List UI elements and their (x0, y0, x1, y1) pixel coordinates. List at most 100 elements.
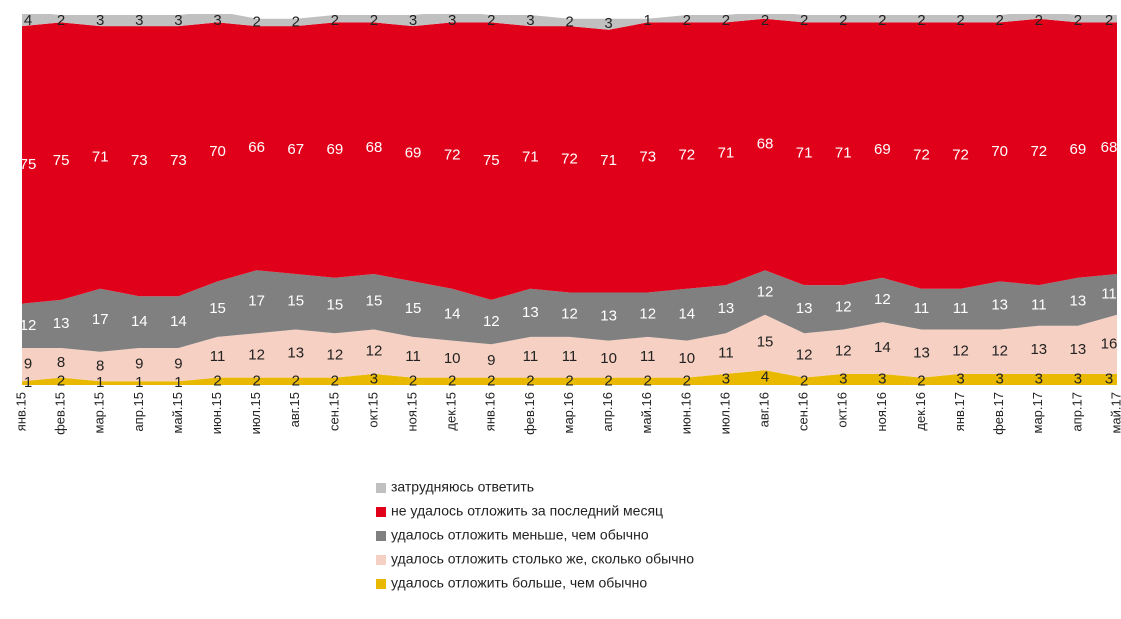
data-label: 13 (287, 345, 304, 362)
legend-swatch (376, 555, 386, 565)
x-tick-label: сен.16 (796, 392, 811, 431)
data-label: 71 (835, 145, 852, 162)
data-label: 3 (722, 370, 730, 387)
data-label: 2 (800, 372, 808, 389)
data-label: 12 (874, 291, 891, 308)
data-label: 10 (678, 350, 695, 367)
data-label: 1 (174, 374, 182, 391)
data-label: 2 (57, 12, 65, 29)
data-label: 2 (448, 372, 456, 389)
data-label: 11 (1031, 296, 1047, 313)
data-label: 15 (287, 293, 304, 310)
data-label: 71 (796, 145, 813, 162)
data-label: 11 (718, 345, 734, 362)
area (22, 18, 1117, 304)
x-tick-label: ноя.15 (405, 392, 420, 432)
data-label: 11 (523, 348, 539, 365)
data-label: 2 (292, 13, 300, 30)
data-label: 3 (604, 15, 612, 32)
data-label: 71 (600, 152, 617, 169)
x-tick-label: сен.15 (326, 392, 341, 431)
data-label: 12 (561, 306, 578, 323)
data-label: 67 (287, 141, 304, 158)
data-label: 14 (444, 306, 461, 323)
data-label: 2 (917, 372, 925, 389)
data-label: 17 (92, 311, 109, 328)
data-label: 2 (331, 372, 339, 389)
data-label: 66 (248, 139, 265, 156)
data-label: 3 (135, 12, 143, 29)
legend-swatch (376, 483, 386, 493)
data-label: 12 (639, 306, 656, 323)
area (22, 14, 1117, 30)
data-label: 12 (796, 346, 813, 363)
data-label: 1 (96, 374, 104, 391)
data-label: 11 (953, 300, 969, 317)
data-label: 16 (1101, 335, 1118, 352)
data-label: 71 (522, 148, 539, 165)
x-tick-label: май.17 (1108, 392, 1121, 434)
data-label: 11 (640, 348, 656, 365)
data-label: 13 (991, 296, 1008, 313)
data-label: 69 (327, 141, 344, 158)
data-label: 2 (800, 12, 808, 29)
data-label: 70 (209, 143, 226, 160)
x-tick-label: июн.16 (678, 392, 693, 434)
x-tick-label: июл.15 (248, 392, 263, 434)
data-label: 2 (565, 372, 573, 389)
legend-label: не удалось отложить за последний месяц (391, 503, 663, 519)
x-tick-label: авг.15 (287, 392, 302, 427)
data-label: 73 (131, 152, 148, 169)
data-label: 12 (757, 283, 774, 300)
data-label: 14 (131, 313, 148, 330)
data-label: 2 (213, 372, 221, 389)
data-label: 2 (292, 372, 300, 389)
x-tick-label: май.15 (170, 392, 185, 434)
data-label: 69 (1070, 141, 1087, 158)
data-label: 15 (757, 333, 774, 350)
data-label: 9 (487, 352, 495, 369)
data-label: 2 (996, 12, 1004, 29)
data-label: 2 (917, 12, 925, 29)
data-label: 17 (248, 293, 265, 310)
data-label: 3 (370, 370, 378, 387)
data-label: 2 (526, 372, 534, 389)
data-label: 9 (24, 356, 32, 373)
data-label: 69 (405, 145, 422, 162)
data-label: 72 (678, 147, 695, 164)
data-label: 2 (604, 372, 612, 389)
data-label: 72 (561, 150, 578, 167)
data-label: 3 (1035, 370, 1043, 387)
data-label: 71 (92, 148, 109, 165)
data-label: 3 (96, 12, 104, 29)
x-tick-label: окт.16 (835, 392, 850, 428)
x-tick-label: авг.16 (756, 392, 771, 427)
data-label: 12 (366, 343, 383, 360)
data-label: 3 (174, 12, 182, 29)
data-label: 2 (252, 372, 260, 389)
data-label: 3 (1105, 370, 1113, 387)
data-label: 68 (366, 139, 383, 156)
legend-label: удалось отложить меньше, чем обычно (391, 527, 649, 543)
plot-area (22, 14, 1117, 385)
data-label: 2 (409, 372, 417, 389)
x-tick-label: июн.15 (209, 392, 224, 434)
data-label: 13 (53, 315, 70, 332)
x-tick-label: фев.17 (991, 392, 1006, 435)
data-label: 2 (956, 12, 964, 29)
data-label: 14 (874, 339, 891, 356)
x-tick-label: апр.15 (131, 392, 146, 432)
data-label: 15 (209, 300, 226, 317)
data-label: 2 (839, 12, 847, 29)
data-label: 4 (24, 12, 32, 29)
data-label: 2 (370, 12, 378, 29)
data-label: 3 (839, 370, 847, 387)
data-label: 13 (600, 308, 617, 325)
data-label: 73 (170, 152, 187, 169)
data-label: 72 (952, 147, 969, 164)
data-label: 2 (1074, 12, 1082, 29)
data-label: 2 (644, 372, 652, 389)
data-label: 72 (913, 147, 930, 164)
data-label: 14 (678, 306, 695, 323)
x-tick-label: янв.16 (483, 392, 498, 431)
